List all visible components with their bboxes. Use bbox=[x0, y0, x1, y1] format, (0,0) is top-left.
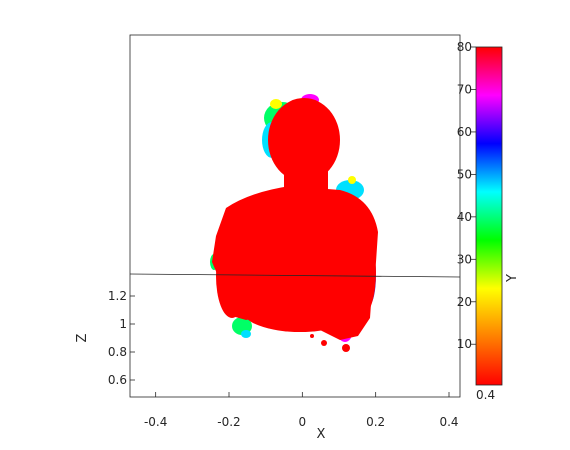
body-fleck-3 bbox=[310, 334, 314, 338]
projection-line bbox=[129, 273, 461, 278]
point-cloud bbox=[210, 94, 378, 352]
x-tick-label: -0.2 bbox=[217, 415, 240, 429]
colorbar-tick-label: 80 bbox=[457, 40, 472, 54]
halo-bottom-cyan bbox=[241, 330, 251, 338]
body-arm-left bbox=[216, 234, 248, 318]
x-tick-label: 0.2 bbox=[366, 415, 385, 429]
colorbar-tick-label: 30 bbox=[457, 252, 472, 266]
z-tick-label: 0.8 bbox=[108, 345, 127, 359]
body-fleck-2 bbox=[342, 344, 350, 352]
z-tick-label: 0.6 bbox=[108, 373, 127, 387]
colorbar-tick-label: 60 bbox=[457, 125, 472, 139]
colorbar-tick-label: 40 bbox=[457, 210, 472, 224]
colorbar-tick-label: 0.4 bbox=[476, 388, 495, 402]
x-axis-label: X bbox=[317, 427, 326, 442]
point-body bbox=[212, 98, 378, 352]
z-tick-label: 1.2 bbox=[108, 289, 127, 303]
body-lower bbox=[242, 288, 358, 332]
z-tick-label: 1 bbox=[119, 317, 127, 331]
x-tick-label: 0.4 bbox=[439, 415, 458, 429]
colorbar-tick-label: 20 bbox=[457, 295, 472, 309]
body-fleck-1 bbox=[321, 340, 327, 346]
colorbar-tick-label: 70 bbox=[457, 82, 472, 96]
colorbar-tick-label: 10 bbox=[457, 337, 472, 351]
x-axis: -0.4 -0.2 0 0.2 0.4 bbox=[144, 392, 459, 429]
z-axis: 0.6 0.8 1 1.2 bbox=[108, 289, 135, 387]
body-arm-right bbox=[348, 228, 376, 316]
halo-head-yellow bbox=[270, 99, 282, 109]
x-tick-label: 0 bbox=[299, 415, 307, 429]
halo-right-yellow bbox=[348, 176, 356, 184]
body-head bbox=[268, 98, 340, 182]
colorbar-tick-label: 50 bbox=[457, 167, 472, 181]
z-axis-label: Z bbox=[75, 333, 90, 342]
colorbar-label: Y bbox=[505, 274, 520, 283]
colorbar-ticks: 0.4 10 20 30 40 50 60 70 80 bbox=[457, 40, 495, 402]
colorbar bbox=[475, 46, 503, 386]
x-tick-label: -0.4 bbox=[144, 415, 167, 429]
